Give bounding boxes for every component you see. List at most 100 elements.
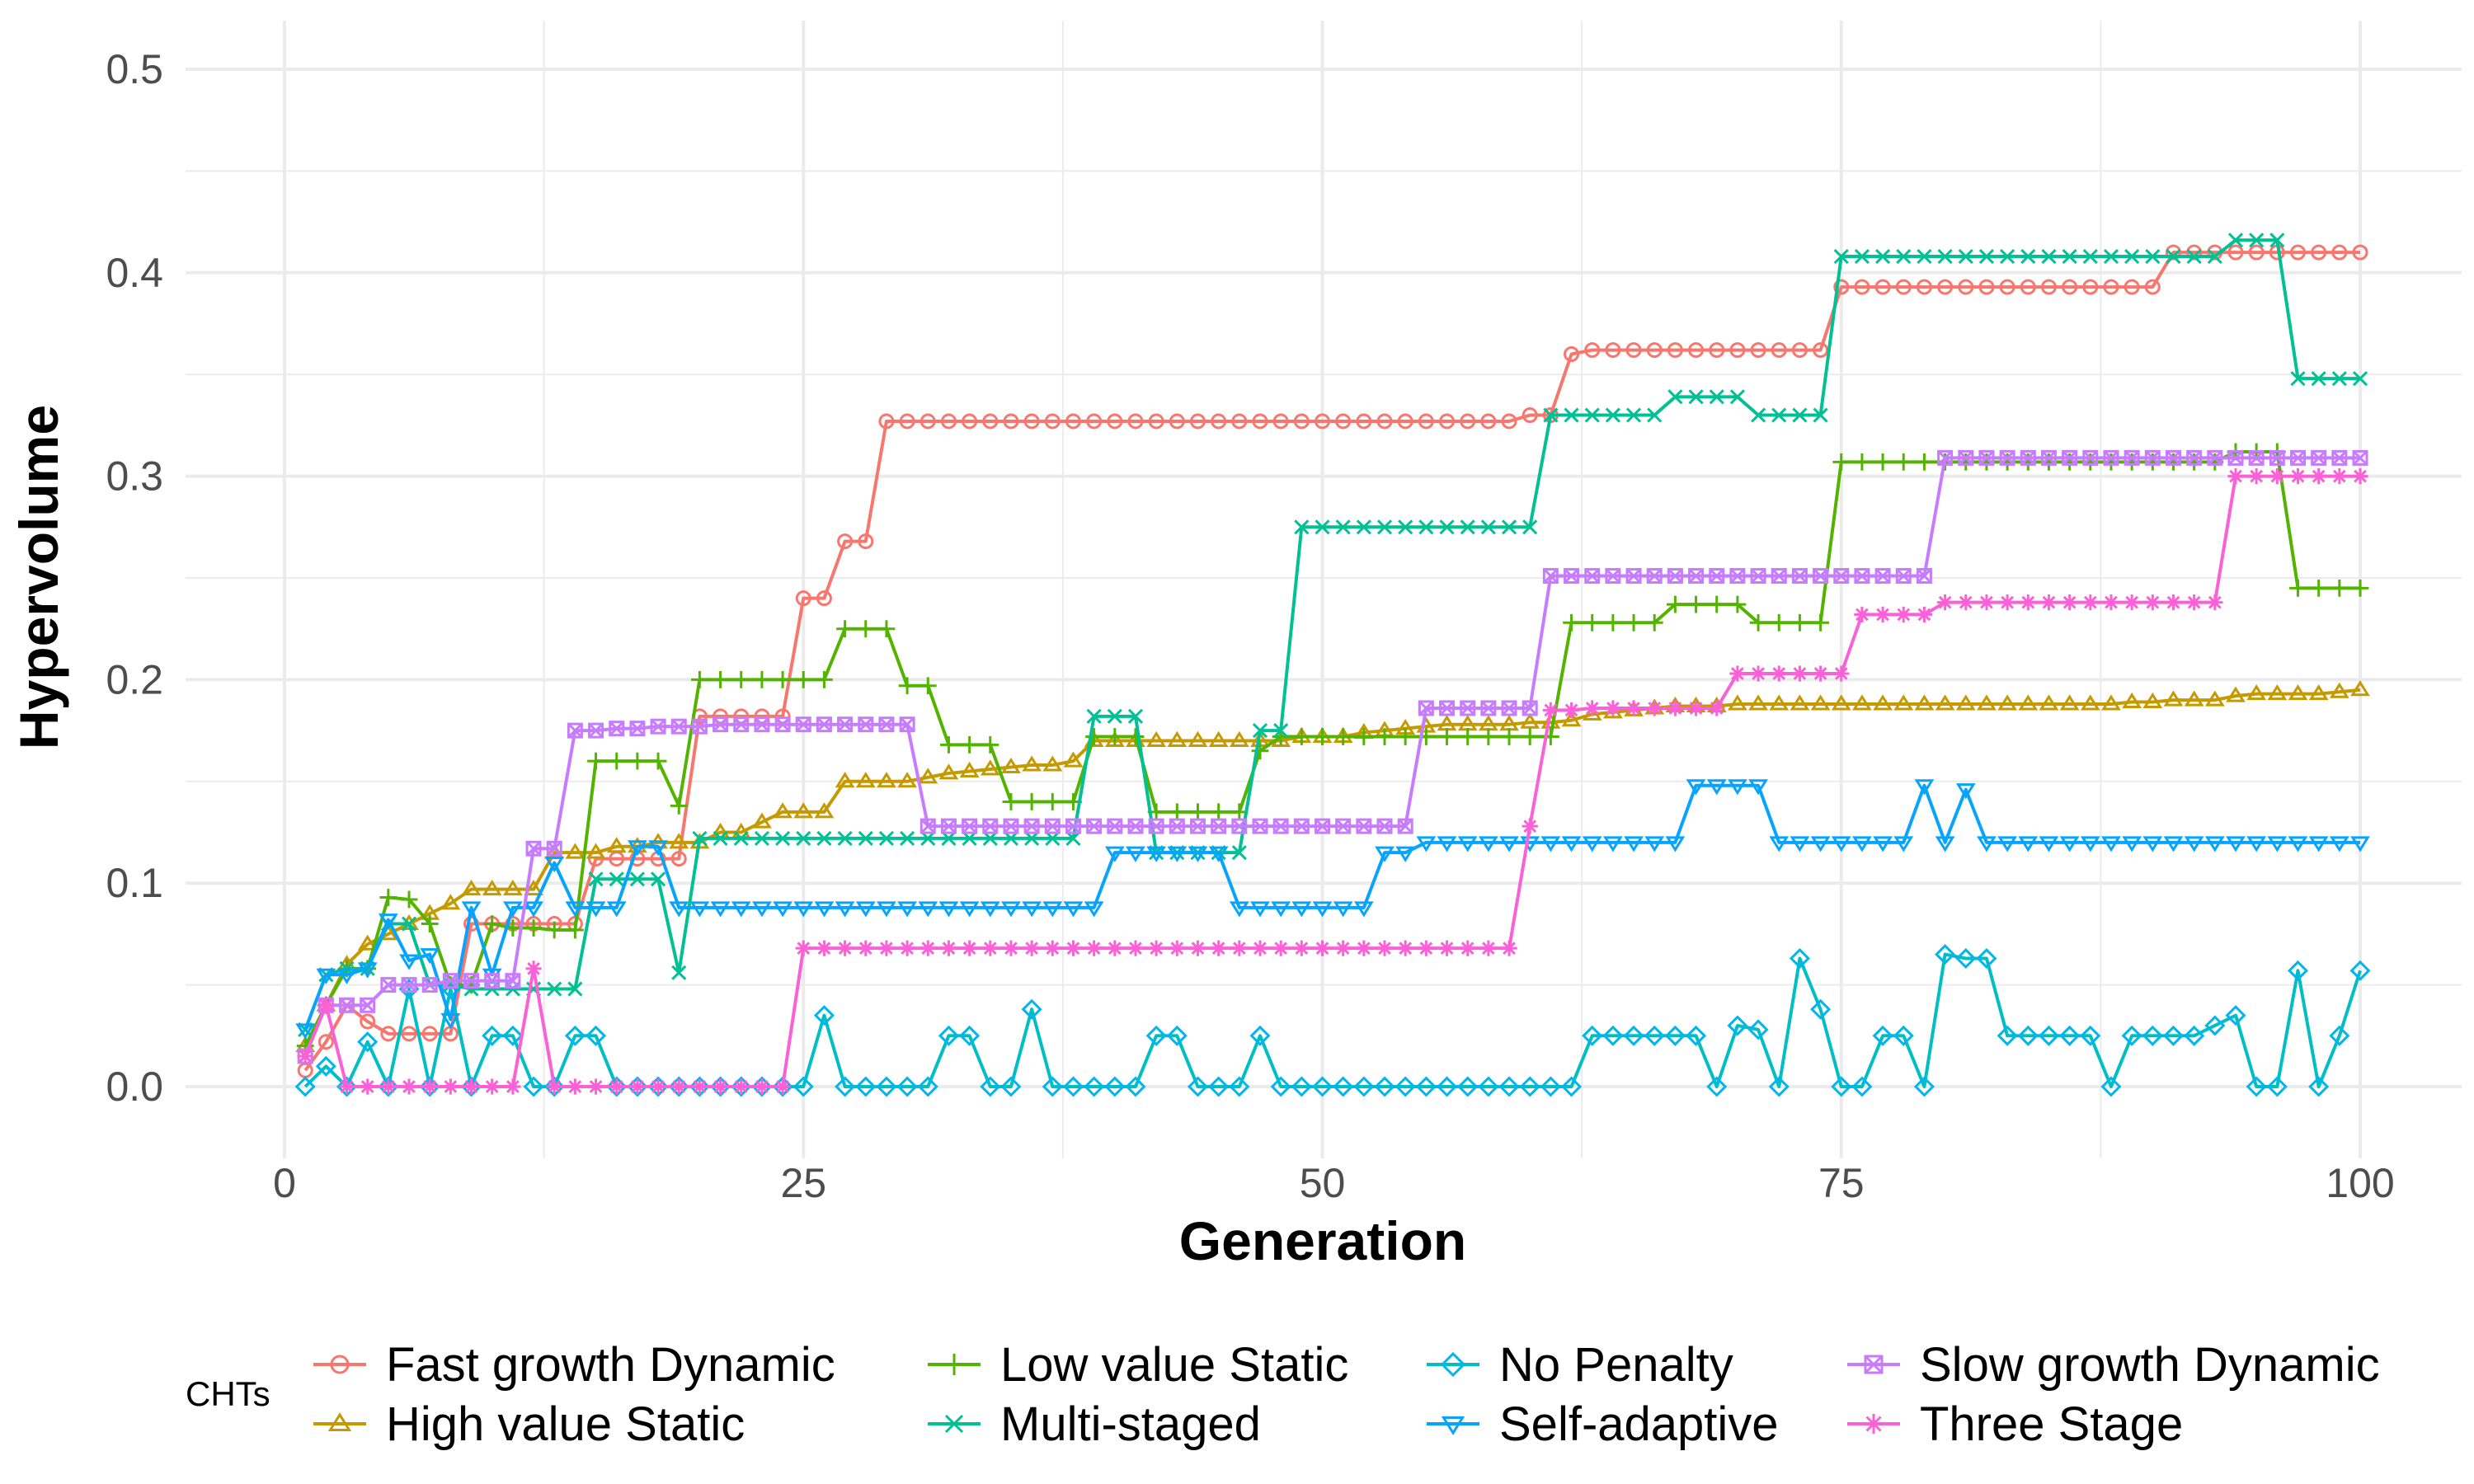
data-point bbox=[380, 1078, 397, 1095]
data-point bbox=[401, 1026, 417, 1042]
data-point bbox=[1916, 453, 1933, 471]
data-point bbox=[1729, 389, 1745, 405]
data-point bbox=[1976, 947, 1997, 970]
data-point bbox=[647, 1076, 669, 1097]
data-point bbox=[1439, 700, 1456, 716]
data-point bbox=[606, 837, 627, 853]
data-point bbox=[2227, 468, 2244, 485]
data-point bbox=[1873, 694, 1893, 711]
data-point bbox=[1065, 413, 1081, 430]
data-point bbox=[1189, 413, 1206, 430]
data-point bbox=[1396, 728, 1414, 745]
data-point bbox=[2287, 960, 2309, 981]
series-line-low-value-static bbox=[303, 449, 2360, 1047]
data-point bbox=[2082, 594, 2099, 611]
data-point bbox=[316, 968, 336, 984]
data-point bbox=[1561, 836, 1582, 852]
data-point bbox=[712, 1078, 729, 1095]
data-point bbox=[1728, 779, 1747, 796]
data-point bbox=[2142, 692, 2163, 709]
data-point bbox=[2289, 449, 2306, 466]
data-point bbox=[2062, 279, 2078, 295]
data-point bbox=[401, 977, 417, 993]
data-point bbox=[1997, 836, 2018, 852]
data-point bbox=[2352, 371, 2368, 387]
data-point bbox=[1895, 279, 1912, 295]
data-point bbox=[1355, 728, 1373, 745]
data-point bbox=[691, 1078, 708, 1095]
data-point bbox=[627, 840, 647, 857]
data-point bbox=[2350, 836, 2370, 852]
data-point bbox=[1376, 818, 1393, 834]
data-point bbox=[1145, 1025, 1167, 1046]
data-point bbox=[1063, 751, 1084, 768]
data-point bbox=[1955, 694, 1976, 711]
data-point bbox=[336, 968, 357, 984]
data-point bbox=[1356, 519, 1371, 535]
data-point bbox=[1813, 342, 1829, 359]
data-point bbox=[1229, 901, 1249, 918]
data-point bbox=[2124, 279, 2140, 295]
data-point bbox=[1852, 694, 1872, 711]
data-point bbox=[1854, 568, 1870, 585]
data-point bbox=[2162, 1025, 2184, 1046]
data-point bbox=[816, 940, 833, 956]
data-point bbox=[1023, 818, 1040, 834]
data-point bbox=[795, 940, 811, 956]
data-point bbox=[1441, 1416, 1465, 1435]
data-point bbox=[1187, 1076, 1209, 1097]
data-point bbox=[1044, 413, 1061, 430]
data-point bbox=[2269, 468, 2285, 485]
data-point bbox=[1335, 940, 1352, 956]
data-point bbox=[1167, 846, 1188, 862]
data-point bbox=[2248, 468, 2265, 485]
data-point bbox=[774, 671, 792, 688]
series-line-three-stage bbox=[303, 474, 2360, 1088]
data-point bbox=[1003, 818, 1019, 834]
data-point bbox=[1148, 413, 1164, 430]
data-point bbox=[1335, 519, 1351, 535]
data-point bbox=[1810, 836, 1831, 852]
data-point bbox=[835, 901, 855, 918]
data-point bbox=[899, 940, 915, 956]
data-point bbox=[1208, 1076, 1230, 1097]
data-point bbox=[1293, 413, 1310, 430]
data-point bbox=[357, 962, 378, 979]
data-point bbox=[1935, 836, 1955, 852]
data-point bbox=[836, 940, 854, 956]
data-point bbox=[982, 818, 999, 834]
data-point bbox=[380, 1026, 397, 1042]
data-point bbox=[628, 752, 647, 770]
data-point bbox=[2124, 248, 2140, 265]
data-point bbox=[2062, 248, 2077, 265]
data-point bbox=[1602, 1025, 1624, 1046]
data-point bbox=[1125, 1076, 1146, 1097]
data-point bbox=[981, 735, 999, 754]
data-point bbox=[1480, 519, 1496, 535]
data-point bbox=[2121, 1025, 2142, 1046]
data-point bbox=[1501, 413, 1517, 430]
data-point bbox=[692, 830, 708, 846]
data-point bbox=[1833, 248, 1849, 265]
data-point bbox=[1958, 248, 1973, 265]
data-point bbox=[898, 677, 916, 695]
data-point bbox=[1498, 1076, 1520, 1097]
data-point bbox=[1978, 248, 1995, 265]
data-point bbox=[2059, 694, 2080, 711]
data-point bbox=[2038, 1025, 2059, 1046]
data-point bbox=[317, 997, 334, 1013]
data-point bbox=[357, 1031, 379, 1053]
data-point bbox=[629, 1078, 646, 1095]
data-point bbox=[1460, 700, 1476, 716]
data-point bbox=[1146, 846, 1167, 862]
data-point bbox=[401, 1078, 417, 1095]
data-point bbox=[1439, 519, 1455, 535]
data-point bbox=[2226, 686, 2246, 702]
data-point bbox=[1418, 413, 1434, 430]
data-point bbox=[2184, 690, 2204, 707]
data-point bbox=[1687, 700, 1705, 716]
data-point bbox=[2103, 449, 2119, 466]
data-point bbox=[502, 879, 523, 896]
data-point bbox=[1623, 1025, 1644, 1046]
data-point bbox=[899, 413, 915, 430]
